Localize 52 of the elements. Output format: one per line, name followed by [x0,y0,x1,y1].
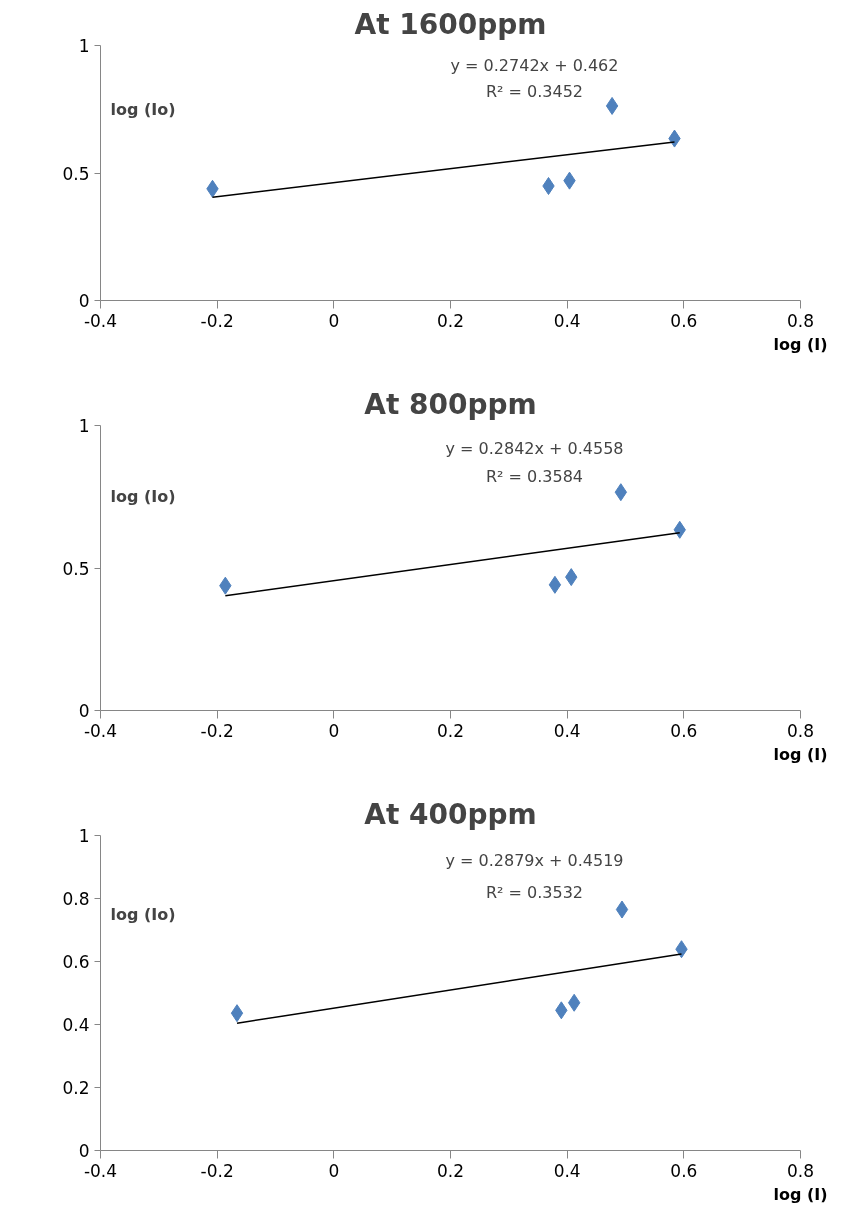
y-tick-label: 0.6 [62,952,90,972]
x-tick-label: 0 [328,310,340,331]
y-tick-label: 0 [78,1141,90,1161]
y-tick-label: 0 [78,701,90,721]
x-axis-title: log (I) [773,1184,828,1204]
point [615,900,629,919]
x-tick-label: 0 [328,720,340,741]
x-tick-label: 0.6 [670,310,698,331]
chart-title: At 1600ppm [354,7,547,41]
y-tick-label: 1 [78,36,90,56]
y-tick-label: 0.2 [62,1078,90,1098]
y-tick-label: 0.5 [62,163,90,184]
x-tick-label: -0.4 [83,1160,118,1181]
x-tick-label: 0 [328,1160,340,1181]
point [230,1004,244,1023]
x-tick-label: 0.2 [436,1160,465,1181]
y-tick-label: 0.5 [62,558,90,579]
x-tick-label: 0.8 [786,1160,815,1181]
x-tick-label: 0.6 [670,1160,698,1181]
x-axis-title: log (I) [773,334,828,354]
x-axis-title: log (I) [773,744,828,764]
annotation: y = 0.2742x + 0.462 [450,56,619,76]
chart-title: At 400ppm [364,797,537,831]
x-tick-label: -0.4 [83,310,118,331]
annotation: R² = 0.3584 [485,467,584,487]
y-tick-label: 1 [78,416,90,436]
y-axis-title: log (Io) [110,487,176,507]
y-tick-label: 0.4 [62,1015,90,1035]
annotation: y = 0.2842x + 0.4558 [445,438,624,458]
x-tick-label: 0.2 [436,310,465,331]
x-tick-label: 0.4 [553,1160,581,1181]
y-tick-label: 0 [78,291,90,311]
point [548,575,562,594]
x-tick-label: 0.2 [436,720,465,741]
y-axis-title: log (Io) [110,904,176,924]
x-tick-label: 0.6 [670,720,698,741]
x-tick-label: 0.4 [553,720,581,741]
x-tick-label: -0.4 [83,720,118,741]
point [605,96,619,115]
y-tick-label: 1 [78,826,90,846]
x-tick-label: 0.8 [786,720,815,741]
annotation: R² = 0.3452 [485,81,584,101]
x-tick-label: -0.2 [200,310,234,331]
annotation: R² = 0.3532 [485,882,584,902]
x-tick-label: -0.2 [200,720,234,741]
x-tick-label: -0.2 [200,1160,234,1181]
chart-title: At 800ppm [364,387,537,421]
x-tick-label: 0.4 [553,310,581,331]
y-axis-title: log (Io) [110,99,176,119]
y-tick-label: 0.8 [62,889,90,909]
x-tick-label: 0.8 [786,310,815,331]
annotation: y = 0.2879x + 0.4519 [445,851,624,871]
